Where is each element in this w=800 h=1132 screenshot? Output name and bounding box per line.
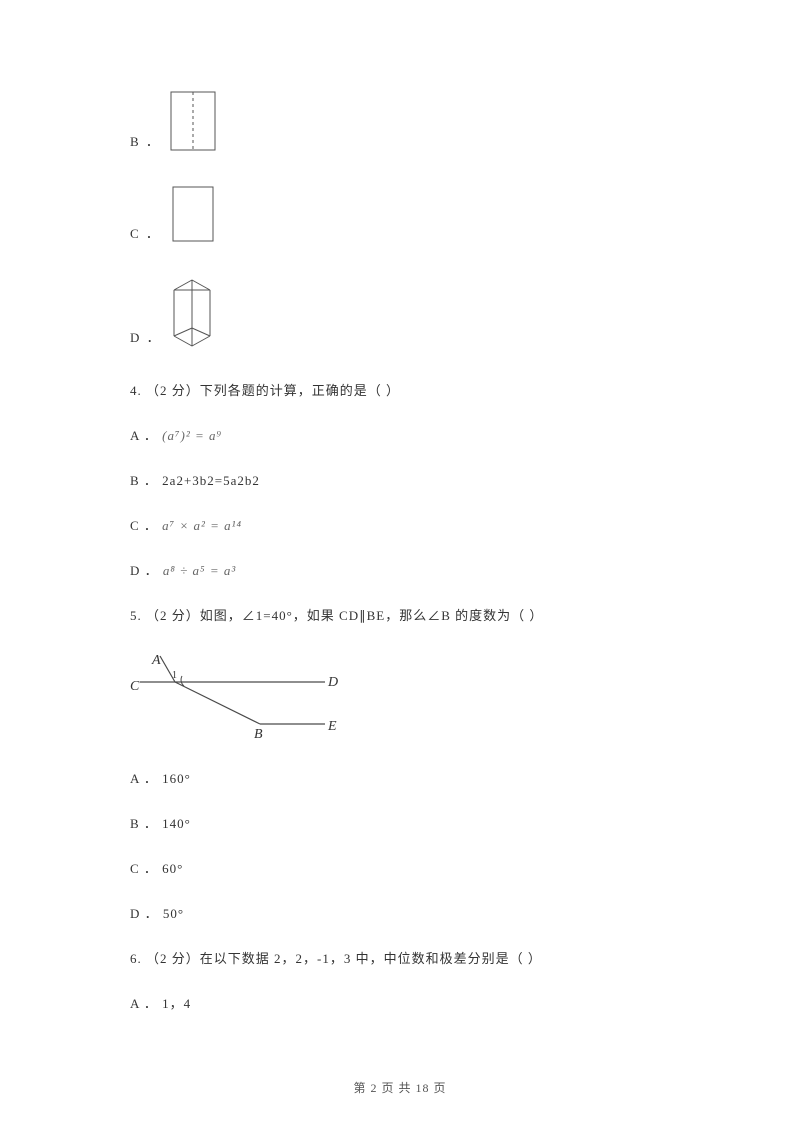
q5-option-a: A ． 160° — [130, 768, 670, 787]
q5-option-d: D ． 50° — [130, 903, 670, 922]
q5-stem: 5. （2 分）如图，∠1=40°，如果 CD∥BE，那么∠B 的度数为（ ） — [130, 605, 670, 624]
q4-stem: 4. （2 分）下列各题的计算，正确的是（ ） — [130, 380, 670, 399]
option-d: D ． — [130, 276, 670, 348]
q6-option-a: A ． 1，4 — [130, 993, 670, 1012]
svg-text:A: A — [151, 653, 161, 668]
svg-text:E: E — [327, 719, 337, 734]
option-b: B ． — [130, 90, 670, 152]
option-c-label: C ． — [130, 223, 161, 244]
q5-figure-wrap: AC D B E 1 — [130, 650, 670, 744]
q6-stem: 6. （2 分）在以下数据 2，2，-1，3 中，中位数和极差分别是（ ） — [130, 948, 670, 967]
q4-option-a: A ． (a⁷)² = a⁹ — [130, 425, 670, 444]
option-d-label: D ． — [130, 327, 162, 348]
q4-b-prefix: B ． — [130, 473, 162, 488]
svg-text:C: C — [130, 679, 140, 694]
q4-option-c: C ． a⁷ × a² = a¹⁴ — [130, 515, 670, 534]
option-b-label: B ． — [130, 131, 161, 152]
option-c-figure — [169, 184, 217, 244]
q4-option-b: B ． 2a2+3b2=5a2b2 — [130, 470, 670, 489]
q4-c-math: a⁷ × a² = a¹⁴ — [162, 518, 242, 533]
q4-d-math: a⁸ ÷ a⁵ = a³ — [163, 563, 236, 578]
option-d-figure — [170, 276, 214, 348]
svg-text:1: 1 — [172, 670, 177, 681]
q4-a-prefix: A ． — [130, 428, 158, 443]
option-b-figure — [169, 90, 217, 152]
svg-text:B: B — [254, 727, 263, 740]
page-footer: 第 2 页 共 18 页 — [0, 1079, 800, 1096]
q4-b-text: 2a2+3b2=5a2b2 — [162, 473, 260, 488]
option-c: C ． — [130, 184, 670, 244]
q5-option-b: B ． 140° — [130, 813, 670, 832]
q5-option-c: C ． 60° — [130, 858, 670, 877]
svg-text:D: D — [327, 675, 338, 690]
q4-d-prefix: D ． — [130, 563, 159, 578]
q4-c-prefix: C ． — [130, 518, 158, 533]
q5-figure: AC D B E 1 — [130, 650, 340, 740]
q4-option-d: D ． a⁸ ÷ a⁵ = a³ — [130, 560, 670, 579]
q4-a-math: (a⁷)² = a⁹ — [162, 428, 222, 443]
